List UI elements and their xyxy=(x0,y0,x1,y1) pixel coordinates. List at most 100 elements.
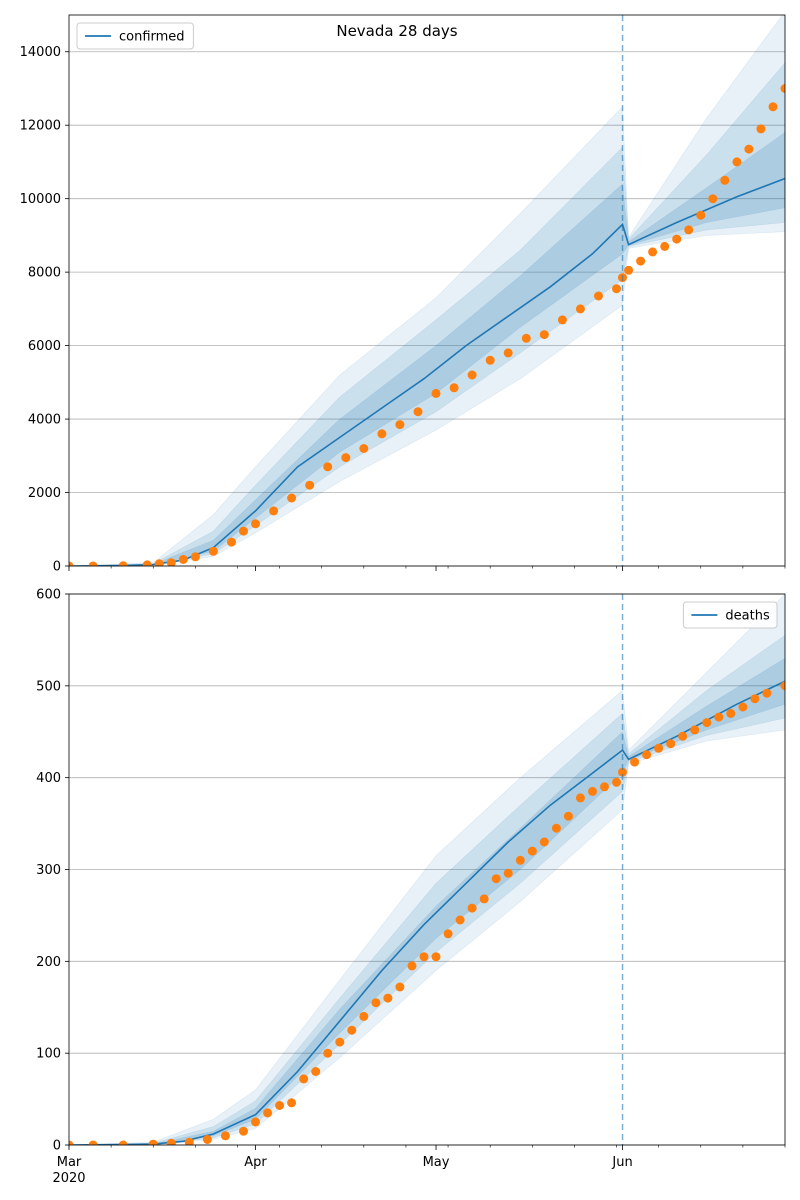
observed-point xyxy=(455,915,465,925)
observed-point xyxy=(756,124,766,134)
observed-point xyxy=(227,537,236,547)
observed-point xyxy=(166,1138,176,1145)
observed-point xyxy=(527,846,537,856)
observed-point xyxy=(449,383,459,393)
y-tick-label: 400 xyxy=(36,771,61,786)
observed-point xyxy=(738,702,748,712)
y-tick-label: 8000 xyxy=(28,266,61,281)
confidence-band-inner xyxy=(69,657,785,1145)
observed-point xyxy=(750,694,760,704)
observed-point xyxy=(443,929,453,939)
observed-point xyxy=(642,750,652,760)
observed-point xyxy=(371,998,381,1008)
observed-point xyxy=(720,175,730,185)
observed-point xyxy=(618,767,627,777)
y-tick-label: 600 xyxy=(36,588,61,603)
y-tick-label: 10000 xyxy=(20,192,61,207)
observed-point xyxy=(323,462,333,472)
plot-area xyxy=(69,15,785,566)
observed-point xyxy=(190,552,200,562)
observed-point xyxy=(479,894,489,904)
y-tick-label: 4000 xyxy=(28,413,61,428)
observed-point xyxy=(612,284,621,294)
observed-point xyxy=(69,1140,74,1145)
legend: confirmed xyxy=(76,22,194,50)
observed-point xyxy=(419,952,429,962)
observed-point xyxy=(431,388,441,398)
x-tick-label: May xyxy=(423,1155,450,1170)
observed-point xyxy=(768,102,778,112)
y-tick-label: 0 xyxy=(53,1139,61,1154)
observed-point xyxy=(654,743,664,753)
observed-point xyxy=(503,348,513,358)
observed-point xyxy=(383,993,393,1003)
legend-label: deaths xyxy=(725,609,770,624)
observed-point xyxy=(690,725,700,735)
observed-point xyxy=(178,554,188,564)
observed-point xyxy=(624,265,634,275)
x-tick-label: Mar xyxy=(57,1155,82,1170)
observed-point xyxy=(630,757,640,767)
confidence-band-outer xyxy=(69,15,785,566)
observed-point xyxy=(648,247,658,257)
observed-point xyxy=(359,444,369,453)
observed-point xyxy=(251,519,260,529)
observed-point xyxy=(395,420,405,430)
observed-point xyxy=(251,1117,260,1127)
observed-point xyxy=(88,1140,98,1145)
observed-point xyxy=(702,718,712,728)
observed-point xyxy=(220,1131,230,1141)
x-tick-label: Jun xyxy=(611,1155,632,1170)
legend: deaths xyxy=(682,601,778,629)
observed-point xyxy=(575,793,585,803)
observed-point xyxy=(323,1048,333,1058)
y-tick-label: 2000 xyxy=(28,486,61,501)
observed-point xyxy=(377,429,387,439)
observed-point xyxy=(467,370,477,380)
observed-point xyxy=(208,546,218,556)
observed-point xyxy=(744,144,754,154)
observed-point xyxy=(118,1140,128,1145)
observed-point xyxy=(88,561,98,566)
observed-point xyxy=(600,782,609,792)
observed-point xyxy=(287,1098,297,1108)
legend-box xyxy=(682,601,778,629)
observed-point xyxy=(612,777,621,787)
observed-point xyxy=(696,210,706,220)
observed-point xyxy=(269,506,279,516)
observed-point xyxy=(118,561,128,566)
observed-point xyxy=(202,1135,212,1144)
observed-point xyxy=(166,558,176,566)
observed-point xyxy=(491,874,501,884)
observed-point xyxy=(539,330,549,340)
observed-point xyxy=(588,786,597,796)
y-tick-label: 14000 xyxy=(20,45,61,60)
observed-point xyxy=(299,1074,309,1084)
observed-point xyxy=(413,407,423,417)
observed-point xyxy=(335,1037,345,1047)
x-tick-sublabel: 2020 xyxy=(52,1171,85,1186)
observed-point xyxy=(395,982,405,992)
observed-point xyxy=(275,1101,285,1110)
y-tick-label: 12000 xyxy=(20,119,61,134)
y-tick-label: 100 xyxy=(36,1047,61,1062)
observed-point xyxy=(780,681,785,691)
y-tick-label: 300 xyxy=(36,863,61,878)
observed-point xyxy=(780,84,785,93)
confidence-band-outer xyxy=(69,594,785,1145)
observed-point xyxy=(287,493,297,503)
observed-point xyxy=(467,903,477,913)
observed-point xyxy=(678,731,688,741)
observed-point xyxy=(557,315,567,325)
observed-point xyxy=(563,811,573,821)
y-tick-label: 500 xyxy=(36,679,61,694)
x-tick-label: Apr xyxy=(244,1155,267,1170)
observed-point xyxy=(239,1126,248,1136)
observed-point xyxy=(666,739,676,749)
observed-point xyxy=(184,1137,194,1145)
observed-point xyxy=(726,708,736,718)
confirmed-panel: 0 2000 4000 6000 8000 10000 12000 14000 Nevada 2… xyxy=(20,14,786,575)
observed-point xyxy=(636,256,646,266)
